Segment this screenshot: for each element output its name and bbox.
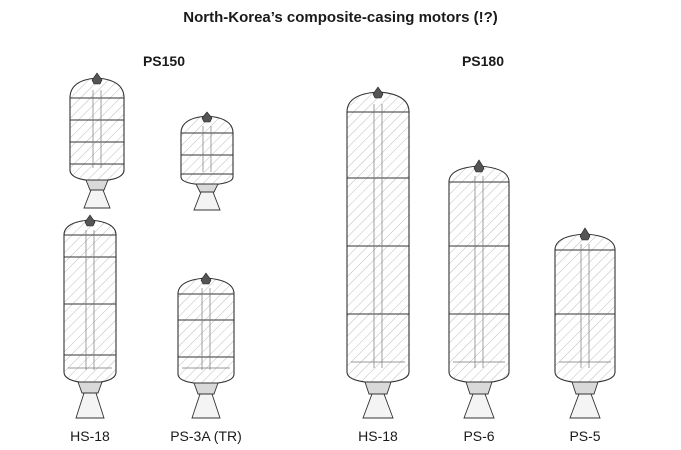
- motor-ps180-ps5: [554, 227, 616, 419]
- motor-ps180-hs18: [346, 86, 410, 419]
- motor-label-ps5: PS-5: [569, 428, 601, 444]
- diagram-title: North-Korea’s composite-casing motors (!…: [183, 9, 498, 26]
- motor-label-ps180-hs18: HS-18: [358, 428, 398, 444]
- group-label-ps180: PS180: [461, 53, 505, 69]
- motor-ps150-ps3a-tr: [177, 272, 235, 419]
- motor-ps150-small-2: [180, 111, 234, 211]
- motor-label-ps150-hs18: HS-18: [70, 428, 110, 444]
- motor-ps180-ps6: [448, 159, 510, 419]
- motor-label-ps3a-tr: PS-3A (TR): [170, 428, 242, 444]
- motor-ps150-hs18: [63, 214, 117, 419]
- motor-label-ps6: PS-6: [463, 428, 495, 444]
- group-label-ps150: PS150: [142, 53, 186, 69]
- motor-ps150-small-1: [69, 72, 125, 209]
